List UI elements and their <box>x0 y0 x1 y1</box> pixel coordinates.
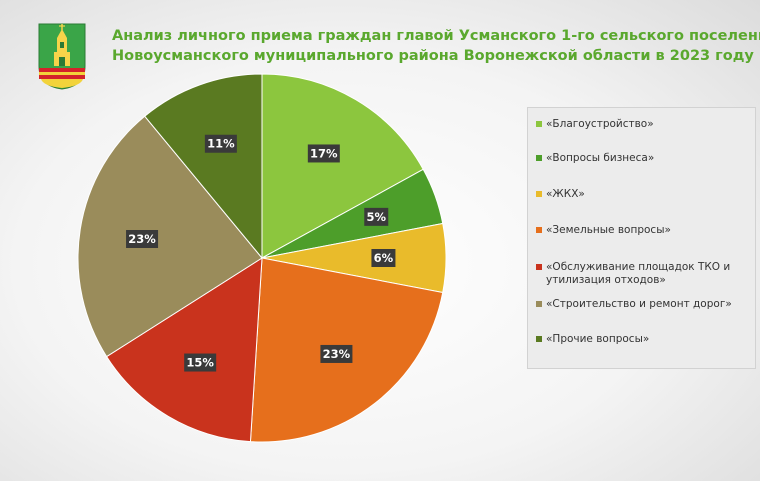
chart-title-line-1: Анализ личного приема граждан главой Усм… <box>112 28 760 44</box>
slice-label-4: 23% <box>320 344 353 363</box>
legend-label: «Прочие вопросы» <box>546 333 650 345</box>
legend-item-4: «Земельные вопросы» <box>536 224 754 237</box>
chart-title: Анализ личного приема граждан главой Усм… <box>112 26 760 66</box>
coat-of-arms-icon <box>37 22 87 90</box>
legend-label: «Благоустройство» <box>546 118 654 130</box>
legend-item-5: «Обслуживание площадок ТКО и утилизация … <box>536 261 754 287</box>
slice-label-2: 5% <box>364 207 389 226</box>
legend-swatch <box>536 301 542 307</box>
chart-title-line-2: Новоусманского муниципального района Вор… <box>112 48 754 64</box>
slice-label-text: 5% <box>366 210 386 224</box>
legend-swatch <box>536 336 542 342</box>
pie-slice-5 <box>105 257 263 443</box>
slice-label-text: 17% <box>310 146 338 160</box>
legend-item-6: «Строительство и ремонт дорог» <box>536 298 754 311</box>
pie-slice-6 <box>77 115 263 358</box>
pie-slice-7 <box>144 73 263 260</box>
legend-label: «Земельные вопросы» <box>546 224 671 236</box>
legend-item-3: «ЖКХ» <box>536 188 754 201</box>
slice-label-text: 23% <box>323 347 351 361</box>
slice-label-3: 6% <box>371 249 396 267</box>
slice-label-text: 23% <box>128 232 156 246</box>
legend-swatch <box>536 227 542 233</box>
legend-item-2: «Вопросы бизнеса» <box>536 152 754 165</box>
slice-label-text: 11% <box>207 137 235 151</box>
chart-legend: «Благоустройство» «Вопросы бизнеса» «ЖКХ» «… <box>527 107 756 369</box>
pie-slice-1 <box>261 73 424 259</box>
slice-label-text: 15% <box>186 356 214 370</box>
slice-label-text: 6% <box>374 251 394 265</box>
legend-label: «Строительство и ремонт дорог» <box>546 298 732 310</box>
legend-swatch <box>536 264 542 270</box>
slice-label-1: 17% <box>307 144 340 163</box>
legend-item-7: «Прочие вопросы» <box>536 333 754 346</box>
legend-label: «Вопросы бизнеса» <box>546 152 655 164</box>
slice-label-5: 15% <box>184 353 217 372</box>
legend-swatch <box>536 155 542 161</box>
legend-swatch <box>536 191 542 197</box>
legend-label: «Обслуживание площадок ТКО и утилизация … <box>546 261 731 286</box>
legend-swatch <box>536 121 542 127</box>
slice-label-6: 23% <box>126 230 159 249</box>
legend-item-1: «Благоустройство» <box>536 118 754 131</box>
legend-label: «ЖКХ» <box>546 188 585 200</box>
slice-label-7: 11% <box>204 134 237 153</box>
